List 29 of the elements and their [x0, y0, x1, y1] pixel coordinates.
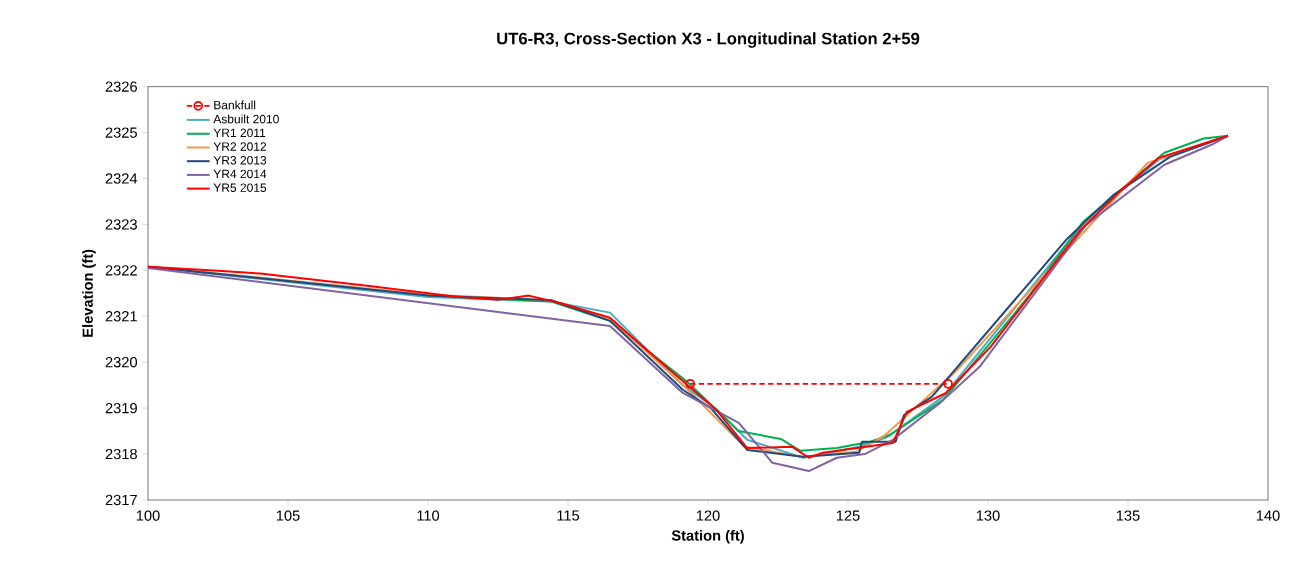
- x-tick-label: 125: [836, 510, 860, 521]
- legend-label: YR2 2012: [213, 142, 267, 151]
- y-tick-label: 2322: [105, 265, 137, 276]
- x-tick-label: 105: [276, 510, 300, 521]
- y-axis-title: Elevation (ft): [82, 249, 96, 337]
- x-tick-label: 135: [1116, 510, 1140, 521]
- legend-label: YR4 2014: [213, 169, 267, 179]
- x-tick-label: 110: [417, 510, 440, 521]
- x-tick-label: 100: [136, 510, 160, 521]
- x-axis-title: Station (ft): [671, 529, 744, 544]
- legend-label: YR3 2013: [213, 156, 267, 165]
- x-tick-label: 140: [1256, 510, 1280, 521]
- y-tick-label: 2319: [105, 402, 137, 414]
- x-tick-label: 130: [976, 510, 1000, 521]
- y-tick-label: 2324: [105, 173, 138, 184]
- y-tick-label: 2326: [105, 81, 137, 92]
- legend-label: Asbuilt 2010: [213, 114, 279, 124]
- legend-label: YR5 2015: [213, 183, 267, 192]
- chart-title: UT6-R3, Cross-Section X3 - Longitudinal Station 2+59: [497, 32, 920, 48]
- y-tick-label: 2318: [105, 448, 137, 460]
- legend-label: Bankfull: [214, 100, 256, 110]
- y-tick-label: 2320: [105, 357, 138, 368]
- y-tick-label: 2325: [105, 127, 137, 138]
- x-tick-label: 115: [557, 510, 580, 521]
- y-tick-label: 2323: [105, 219, 137, 230]
- y-tick-label: 2317: [105, 494, 137, 506]
- y-tick-label: 2321: [105, 311, 137, 322]
- x-tick-label: 120: [696, 510, 720, 521]
- legend-label: YR1 2011: [213, 128, 266, 138]
